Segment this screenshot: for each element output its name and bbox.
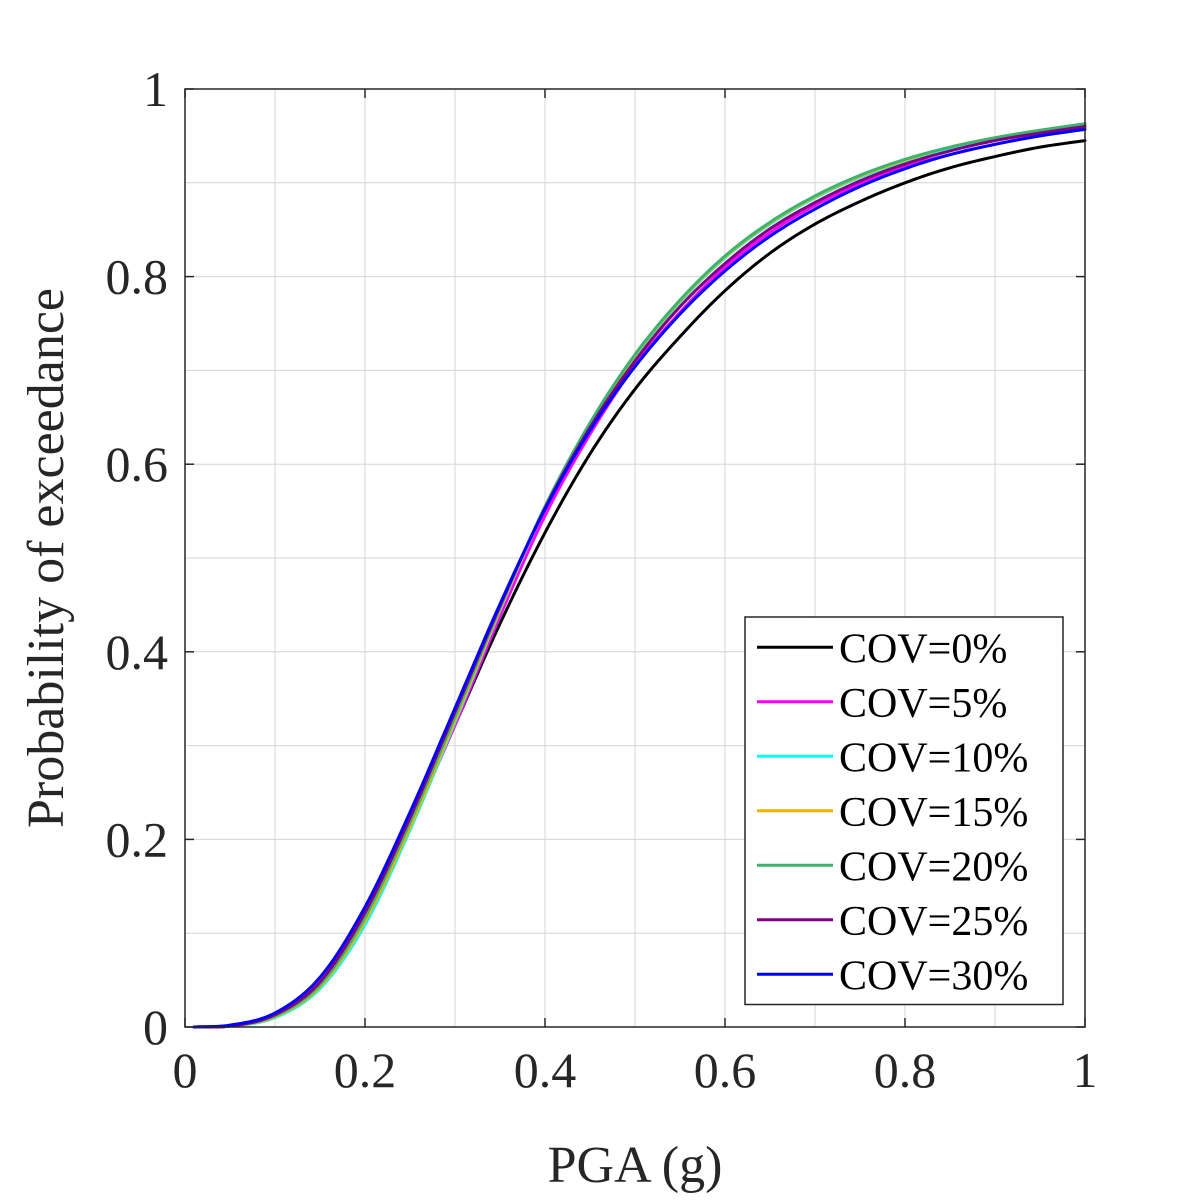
x-tick-label: 0.6 <box>694 1042 757 1098</box>
y-tick-label: 0 <box>143 999 168 1055</box>
y-tick-label: 0.4 <box>106 624 169 680</box>
y-tick-label: 0.2 <box>106 811 169 867</box>
plot-frame <box>184 88 1086 1028</box>
legend-label-cov-15: COV=15% <box>839 790 1028 836</box>
tick-labels: 0 0.2 0.4 0.6 0.8 1 0 0.2 0.4 0.6 0.8 1 <box>106 61 1098 1098</box>
series-lines <box>192 122 1087 1029</box>
x-tick-label: 0 <box>173 1042 198 1098</box>
series-line-cov-30 <box>192 127 1087 1029</box>
legend-label-cov-30: COV=30% <box>839 953 1028 999</box>
legend-label-cov-20: COV=20% <box>839 844 1028 890</box>
legend-label-cov-25: COV=25% <box>839 899 1028 945</box>
y-tick-label: 1 <box>143 61 168 117</box>
series-line-cov-25 <box>192 125 1087 1029</box>
y-tick-label: 0.8 <box>106 249 169 305</box>
legend-label-cov-0: COV=0% <box>839 626 1007 672</box>
x-tick-label: 0.2 <box>334 1042 397 1098</box>
y-axis-label: Probability of exceedance <box>18 288 75 828</box>
x-axis-label: PGA (g) <box>548 1137 723 1194</box>
x-tick-label: 0.8 <box>874 1042 937 1098</box>
x-tick-label: 0.4 <box>514 1042 577 1098</box>
x-tick-label: 1 <box>1073 1042 1098 1098</box>
legend: COV=0% COV=5% COV=10% COV=15% COV=20% COV=25%… <box>744 616 1064 1006</box>
legend-label-cov-5: COV=5% <box>839 681 1007 727</box>
y-tick-label: 0.6 <box>106 436 169 492</box>
legend-label-cov-10: COV=10% <box>839 735 1028 781</box>
series-line-cov-20 <box>192 122 1087 1029</box>
